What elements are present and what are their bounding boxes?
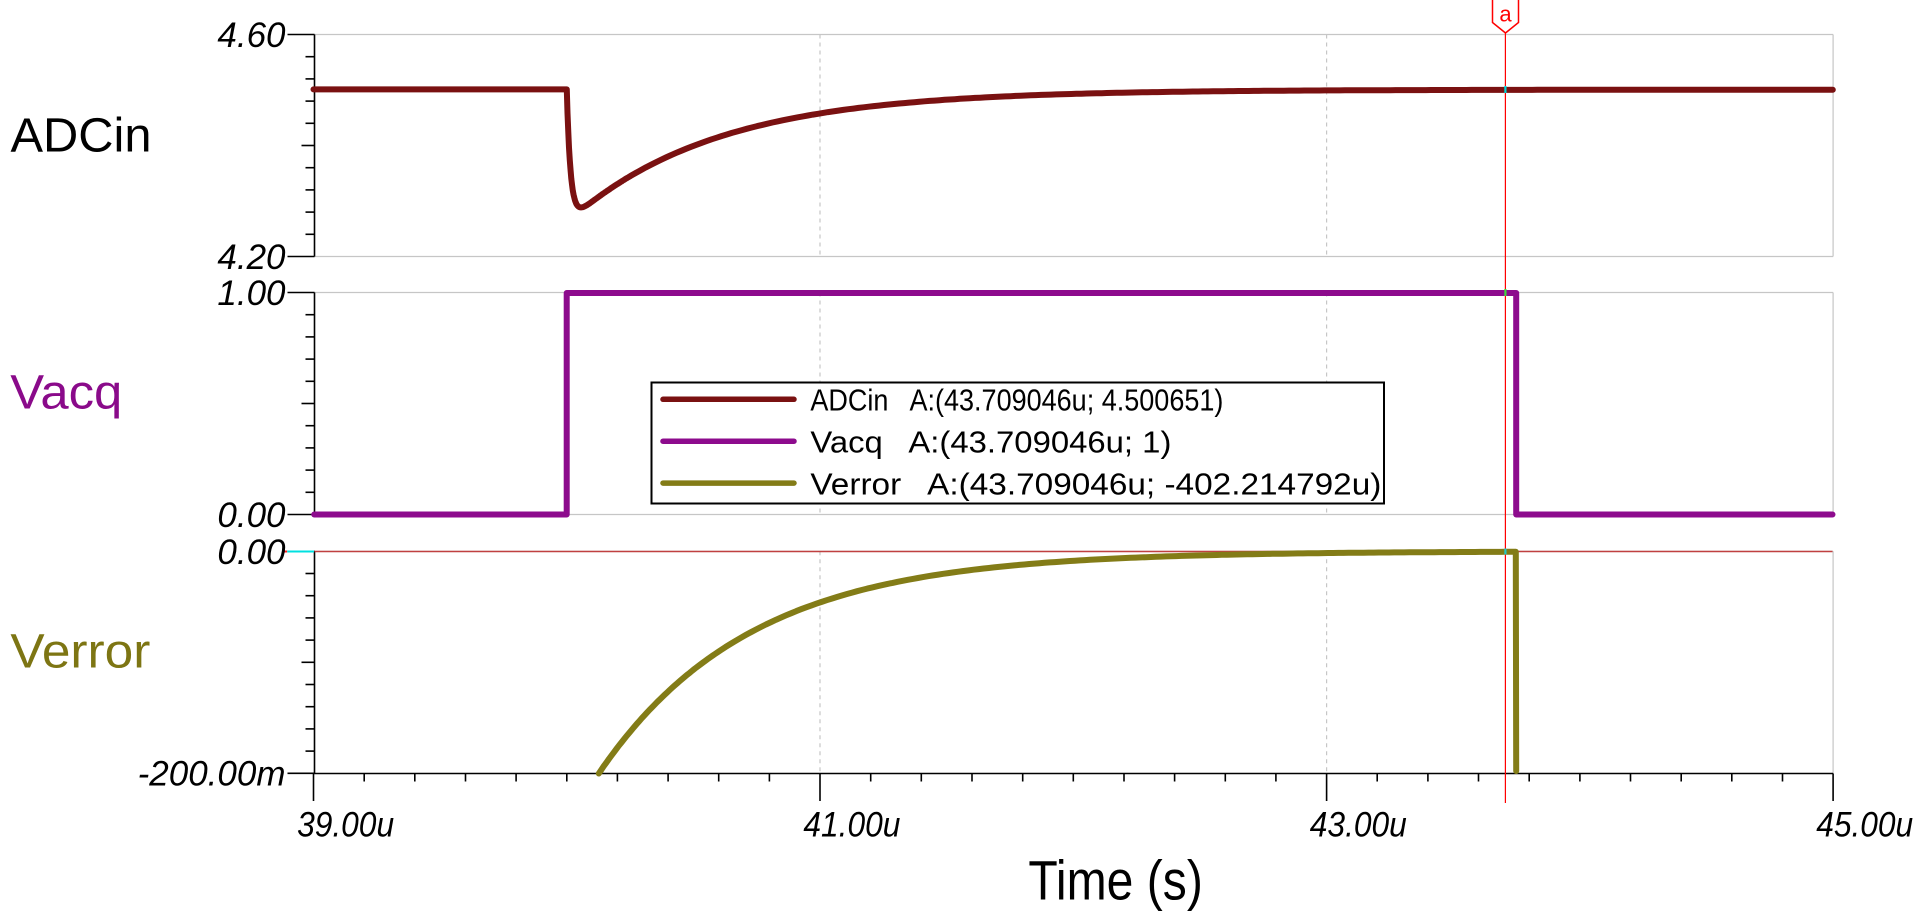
svg-text:43.00u: 43.00u — [1310, 806, 1407, 845]
svg-text:45.00u: 45.00u — [1816, 806, 1913, 845]
svg-text:4.20: 4.20 — [217, 238, 286, 277]
svg-text:a: a — [1499, 2, 1512, 27]
svg-text:Verror: Verror — [10, 625, 150, 679]
svg-text:41.00u: 41.00u — [803, 806, 900, 845]
svg-text:0.00: 0.00 — [217, 533, 286, 572]
svg-text:ADCin: ADCin — [11, 109, 152, 163]
svg-text:Vacq A:(43.709046u; 1): Vacq A:(43.709046u; 1) — [810, 425, 1171, 460]
svg-text:Vacq: Vacq — [10, 365, 122, 419]
svg-text:ADCin A:(43.709046u; 4.50065: ADCin A:(43.709046u; 4.500651) — [810, 383, 1223, 418]
svg-text:4.60: 4.60 — [217, 16, 286, 55]
svg-text:Time (s): Time (s) — [1028, 850, 1203, 912]
svg-text:1.00: 1.00 — [217, 274, 286, 313]
svg-text:Verror A:(43.709046u; -402.2: Verror A:(43.709046u; -402.214792u) — [810, 467, 1381, 502]
svg-text:0.00: 0.00 — [217, 496, 286, 535]
svg-text:-200.00m: -200.00m — [138, 755, 286, 794]
svg-text:39.00u: 39.00u — [297, 806, 394, 845]
